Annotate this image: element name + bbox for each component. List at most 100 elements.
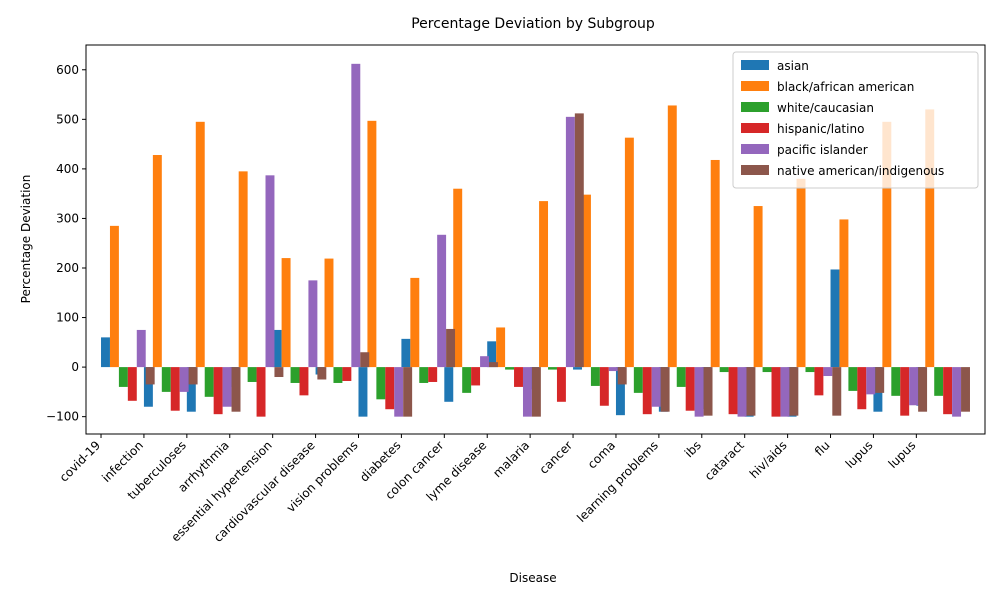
bar-native-american-indigenous-3 bbox=[274, 367, 284, 378]
bar-white-caucasian-8 bbox=[462, 367, 472, 393]
bar-pacific-islander-19 bbox=[952, 367, 962, 417]
bar-hispanic-latino-13 bbox=[685, 367, 695, 411]
bar-hispanic-latino-8 bbox=[471, 367, 481, 386]
bar-asian-1 bbox=[143, 367, 153, 407]
bar-asian-2 bbox=[186, 367, 196, 412]
bar-pacific-islander-1 bbox=[179, 367, 189, 392]
legend-swatch bbox=[741, 60, 769, 70]
bar-black-african-american-11 bbox=[581, 194, 591, 368]
y-axis: −100 0 100 200 300 400 500 600 bbox=[46, 63, 86, 424]
bar-white-caucasian-3 bbox=[247, 367, 257, 382]
bar-native-american-indigenous-11 bbox=[617, 367, 627, 385]
bar-native-american-indigenous-19 bbox=[961, 367, 970, 412]
bar-hispanic-latino-6 bbox=[385, 367, 395, 410]
bar-native-american-indigenous-9 bbox=[531, 367, 541, 417]
bar-pacific-islander-15 bbox=[780, 367, 790, 417]
legend-swatch bbox=[741, 165, 769, 175]
bar-hispanic-latino-10 bbox=[556, 367, 566, 402]
bar-asian-8 bbox=[444, 367, 454, 402]
bar-white-caucasian-0 bbox=[118, 367, 128, 387]
bar-native-american-indigenous-5 bbox=[360, 352, 370, 368]
bar-white-caucasian-14 bbox=[719, 367, 729, 373]
bar-black-african-american-19 bbox=[925, 109, 935, 368]
bar-hispanic-latino-2 bbox=[213, 367, 223, 415]
bar-hispanic-latino-1 bbox=[170, 367, 180, 411]
bar-native-american-indigenous-8 bbox=[489, 362, 498, 368]
legend-swatch bbox=[741, 123, 769, 133]
bar-white-caucasian-2 bbox=[204, 367, 214, 397]
bar-black-african-american-14 bbox=[710, 159, 720, 368]
y-tick-label: 400 bbox=[56, 162, 79, 176]
legend-label: native american/indigenous bbox=[777, 164, 944, 178]
bar-black-african-american-5 bbox=[324, 258, 334, 368]
legend-label: white/caucasian bbox=[777, 101, 874, 115]
bar-white-caucasian-11 bbox=[590, 367, 600, 386]
bar-black-african-american-3 bbox=[238, 171, 248, 368]
bar-black-african-american-9 bbox=[496, 327, 506, 368]
bar-pacific-islander-16 bbox=[823, 367, 833, 377]
bar-white-caucasian-13 bbox=[676, 367, 686, 387]
bar-pacific-islander-6 bbox=[394, 367, 404, 417]
bar-pacific-islander-13 bbox=[694, 367, 704, 417]
bar-white-caucasian-7 bbox=[419, 367, 429, 383]
bar-hispanic-latino-11 bbox=[599, 367, 609, 406]
legend-label: hispanic/latino bbox=[777, 122, 864, 136]
bar-white-caucasian-12 bbox=[633, 367, 643, 393]
bar-hispanic-latino-19 bbox=[943, 367, 953, 415]
legend-label: black/african american bbox=[777, 80, 914, 94]
bar-native-american-indigenous-2 bbox=[231, 367, 241, 412]
legend-swatch bbox=[741, 144, 769, 154]
y-tick-label: 300 bbox=[56, 211, 79, 225]
bar-black-african-american-0 bbox=[109, 225, 119, 368]
bar-hispanic-latino-17 bbox=[857, 367, 867, 410]
y-tick-label: 0 bbox=[71, 360, 79, 374]
legend-swatch bbox=[741, 102, 769, 112]
bar-native-american-indigenous-18 bbox=[918, 367, 928, 412]
bar-hispanic-latino-7 bbox=[428, 367, 438, 382]
bar-pacific-islander-11 bbox=[608, 367, 618, 372]
bar-native-american-indigenous-15 bbox=[789, 367, 799, 416]
bar-white-caucasian-19 bbox=[934, 367, 944, 396]
bar-pacific-islander-2 bbox=[222, 367, 232, 407]
bar-native-american-indigenous-4 bbox=[317, 367, 327, 380]
bar-pacific-islander-3 bbox=[265, 175, 275, 368]
y-tick-label: 200 bbox=[56, 261, 79, 275]
bar-white-caucasian-9 bbox=[505, 367, 515, 370]
bar-pacific-islander-10 bbox=[565, 116, 575, 368]
bar-pacific-islander-4 bbox=[308, 280, 318, 368]
bar-white-caucasian-5 bbox=[333, 367, 343, 383]
bar-asian-12 bbox=[615, 367, 625, 416]
bar-hispanic-latino-3 bbox=[256, 367, 266, 417]
bar-black-african-american-15 bbox=[753, 206, 763, 368]
bar-hispanic-latino-12 bbox=[642, 367, 652, 415]
bar-pacific-islander-0 bbox=[136, 329, 146, 368]
bar-native-american-indigenous-17 bbox=[875, 367, 885, 393]
bar-white-caucasian-4 bbox=[290, 367, 300, 383]
bar-white-caucasian-6 bbox=[376, 367, 386, 400]
bar-native-american-indigenous-0 bbox=[145, 367, 155, 385]
chart-title: Percentage Deviation by Subgroup bbox=[411, 16, 655, 32]
bar-native-american-indigenous-14 bbox=[746, 367, 756, 416]
bar-asian-11 bbox=[573, 367, 582, 370]
bar-black-african-american-18 bbox=[882, 121, 892, 368]
bar-native-american-indigenous-13 bbox=[703, 367, 713, 416]
y-tick-label: −100 bbox=[46, 410, 79, 424]
legend-swatch bbox=[741, 81, 769, 91]
bar-hispanic-latino-16 bbox=[814, 367, 824, 396]
bar-pacific-islander-12 bbox=[651, 367, 661, 407]
bar-white-caucasian-17 bbox=[848, 367, 858, 391]
bar-hispanic-latino-4 bbox=[299, 367, 309, 396]
bar-pacific-islander-7 bbox=[437, 234, 447, 368]
bar-asian-4 bbox=[272, 329, 282, 368]
legend-label: asian bbox=[777, 59, 809, 73]
bar-black-african-american-6 bbox=[367, 120, 377, 368]
y-tick-label: 100 bbox=[56, 311, 79, 325]
legend-label: pacific islander bbox=[777, 143, 868, 157]
y-tick-label: 500 bbox=[56, 112, 79, 126]
bar-asian-6 bbox=[358, 367, 368, 417]
bar-pacific-islander-9 bbox=[522, 367, 532, 417]
bar-native-american-indigenous-12 bbox=[660, 367, 670, 412]
bar-pacific-islander-14 bbox=[737, 367, 747, 417]
bar-hispanic-latino-14 bbox=[728, 367, 738, 415]
